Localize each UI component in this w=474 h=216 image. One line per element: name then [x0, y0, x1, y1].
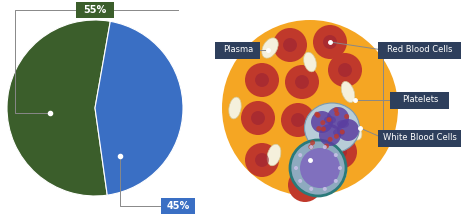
FancyBboxPatch shape	[391, 92, 449, 108]
Circle shape	[334, 107, 338, 112]
Circle shape	[333, 145, 347, 159]
Circle shape	[298, 178, 312, 192]
Circle shape	[255, 73, 269, 87]
Text: White Blood Cells: White Blood Cells	[383, 133, 457, 143]
Circle shape	[338, 166, 342, 170]
Circle shape	[309, 144, 313, 149]
FancyBboxPatch shape	[379, 130, 462, 146]
Circle shape	[273, 28, 307, 62]
Ellipse shape	[341, 81, 355, 103]
Circle shape	[344, 114, 349, 119]
Circle shape	[281, 103, 315, 137]
Circle shape	[241, 101, 275, 135]
Circle shape	[316, 113, 320, 118]
Circle shape	[340, 129, 345, 134]
Ellipse shape	[346, 120, 362, 140]
Ellipse shape	[229, 97, 241, 119]
FancyBboxPatch shape	[161, 198, 195, 214]
Circle shape	[334, 153, 338, 157]
FancyBboxPatch shape	[216, 41, 261, 59]
Circle shape	[313, 25, 347, 59]
FancyBboxPatch shape	[76, 2, 114, 18]
Circle shape	[285, 65, 319, 99]
Circle shape	[222, 20, 398, 196]
Ellipse shape	[324, 116, 336, 124]
Text: Plasma: Plasma	[223, 46, 253, 54]
Circle shape	[327, 117, 331, 122]
Circle shape	[319, 124, 341, 146]
Circle shape	[283, 38, 297, 52]
Circle shape	[323, 35, 337, 49]
Ellipse shape	[333, 165, 346, 185]
Circle shape	[327, 107, 349, 129]
Ellipse shape	[333, 129, 345, 137]
Circle shape	[290, 140, 346, 196]
Circle shape	[288, 168, 322, 202]
Text: 45%: 45%	[166, 201, 190, 211]
Circle shape	[316, 126, 321, 131]
Wedge shape	[95, 21, 183, 195]
Circle shape	[298, 153, 302, 157]
Circle shape	[321, 127, 326, 132]
Circle shape	[245, 63, 279, 97]
Ellipse shape	[337, 120, 349, 128]
Circle shape	[323, 187, 327, 191]
Circle shape	[251, 111, 265, 125]
FancyBboxPatch shape	[379, 41, 462, 59]
Ellipse shape	[267, 144, 281, 166]
Circle shape	[324, 143, 329, 149]
Circle shape	[309, 187, 313, 191]
Ellipse shape	[262, 38, 278, 58]
Circle shape	[323, 145, 327, 149]
Circle shape	[255, 153, 269, 167]
Circle shape	[294, 166, 298, 170]
Circle shape	[320, 120, 325, 125]
Wedge shape	[7, 20, 110, 196]
Circle shape	[337, 119, 359, 141]
Text: Platelets: Platelets	[402, 95, 438, 105]
Circle shape	[300, 148, 340, 188]
Circle shape	[334, 134, 339, 139]
Ellipse shape	[304, 103, 359, 153]
Circle shape	[245, 143, 279, 177]
Text: 55%: 55%	[83, 5, 107, 15]
Circle shape	[328, 137, 333, 142]
Text: Red Blood Cells: Red Blood Cells	[387, 46, 453, 54]
Circle shape	[309, 145, 313, 149]
Circle shape	[291, 113, 305, 127]
Circle shape	[314, 112, 319, 117]
Circle shape	[335, 111, 339, 116]
Circle shape	[323, 135, 357, 169]
Circle shape	[295, 75, 309, 89]
Circle shape	[338, 63, 352, 77]
Circle shape	[328, 53, 362, 87]
Circle shape	[310, 140, 315, 145]
Circle shape	[298, 179, 302, 183]
Circle shape	[311, 111, 333, 133]
Ellipse shape	[304, 52, 316, 72]
Circle shape	[334, 179, 338, 183]
